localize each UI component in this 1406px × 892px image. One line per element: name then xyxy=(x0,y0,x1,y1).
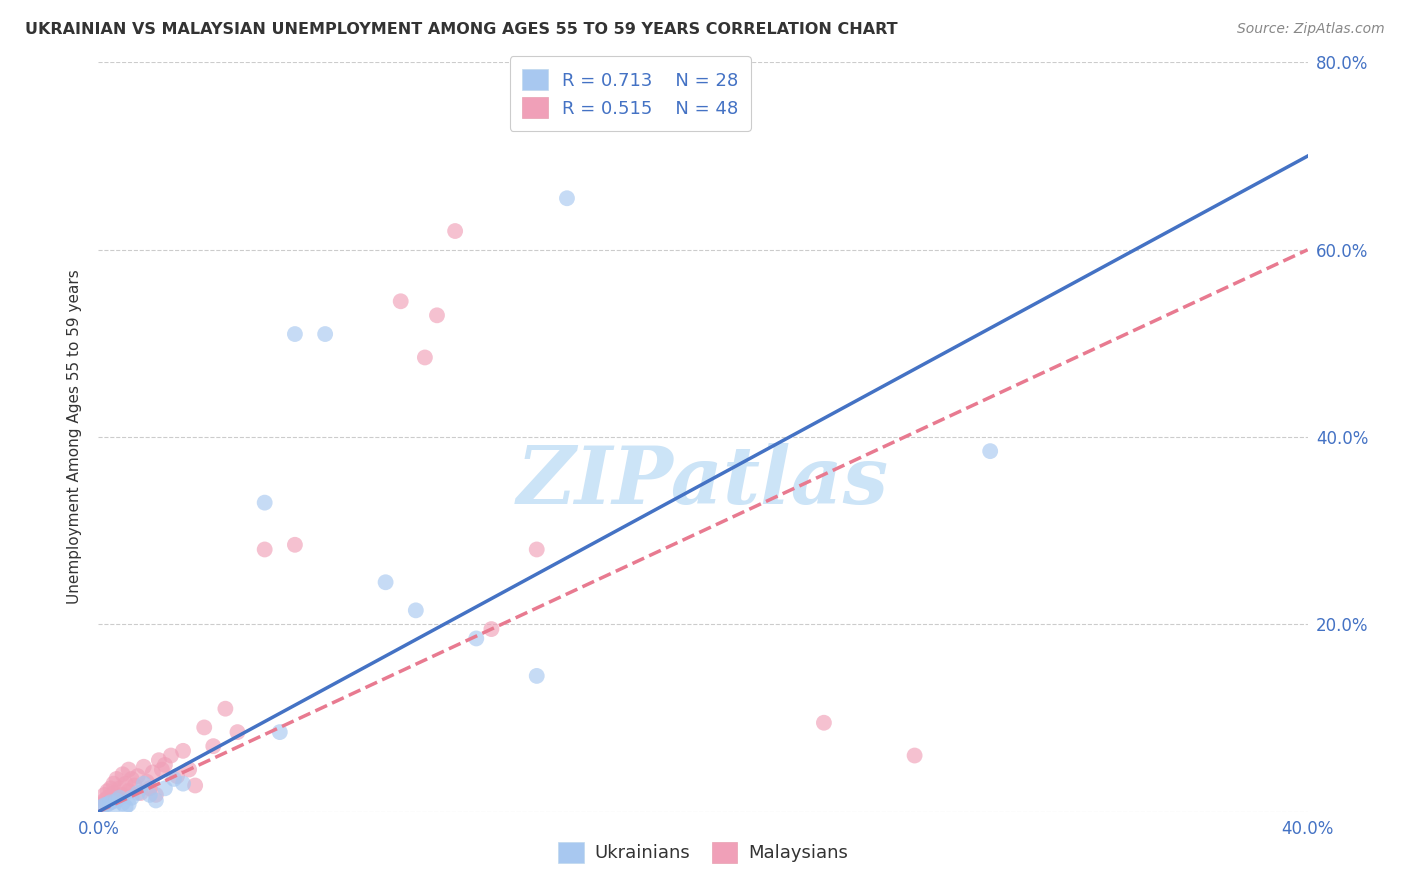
Point xyxy=(139,788,162,802)
Point xyxy=(526,542,548,557)
Point xyxy=(114,800,136,814)
Point xyxy=(93,793,115,807)
Point xyxy=(118,763,141,777)
Point xyxy=(145,793,167,807)
Point xyxy=(226,725,249,739)
Point xyxy=(111,788,134,802)
Point xyxy=(481,622,503,636)
Point xyxy=(202,739,225,753)
Point xyxy=(314,326,336,341)
Point xyxy=(413,351,436,365)
Point xyxy=(105,790,128,805)
Point xyxy=(253,542,276,557)
Point xyxy=(142,765,165,780)
Point xyxy=(132,776,155,791)
Point xyxy=(93,788,115,802)
Point xyxy=(105,793,128,807)
Point xyxy=(100,781,122,796)
Point xyxy=(389,294,412,309)
Point xyxy=(96,790,118,805)
Point xyxy=(150,763,173,777)
Point xyxy=(139,781,162,796)
Point xyxy=(172,776,194,791)
Point xyxy=(444,224,467,238)
Point xyxy=(163,772,186,786)
Point xyxy=(813,715,835,730)
Point xyxy=(121,790,143,805)
Point xyxy=(127,786,149,800)
Point xyxy=(166,769,188,783)
Point xyxy=(108,790,131,805)
Point xyxy=(979,444,1001,458)
Point xyxy=(114,776,136,791)
Point xyxy=(93,798,115,813)
Point xyxy=(121,772,143,786)
Point xyxy=(426,308,449,322)
Point xyxy=(179,763,201,777)
Point xyxy=(555,191,578,205)
Point xyxy=(100,796,122,810)
Text: UKRAINIAN VS MALAYSIAN UNEMPLOYMENT AMONG AGES 55 TO 59 YEARS CORRELATION CHART: UKRAINIAN VS MALAYSIAN UNEMPLOYMENT AMON… xyxy=(25,22,898,37)
Point xyxy=(124,779,146,793)
Point xyxy=(284,326,307,341)
Legend: Ukrainians, Malaysians: Ukrainians, Malaysians xyxy=(551,835,855,870)
Point xyxy=(135,774,157,789)
Point xyxy=(160,748,183,763)
Point xyxy=(96,784,118,798)
Point xyxy=(103,776,125,791)
Point xyxy=(127,769,149,783)
Point xyxy=(153,781,176,796)
Y-axis label: Unemployment Among Ages 55 to 59 years: Unemployment Among Ages 55 to 59 years xyxy=(67,269,83,605)
Point xyxy=(148,753,170,767)
Point xyxy=(153,758,176,772)
Point xyxy=(118,784,141,798)
Point xyxy=(108,781,131,796)
Point xyxy=(465,632,488,646)
Point xyxy=(193,721,215,735)
Point xyxy=(526,669,548,683)
Point xyxy=(103,786,125,800)
Point xyxy=(145,788,167,802)
Text: ZIPatlas: ZIPatlas xyxy=(517,443,889,521)
Point xyxy=(284,538,307,552)
Point xyxy=(100,796,122,810)
Point xyxy=(118,797,141,812)
Point xyxy=(405,603,427,617)
Point xyxy=(132,760,155,774)
Point xyxy=(172,744,194,758)
Point xyxy=(111,767,134,781)
Point xyxy=(129,786,152,800)
Point xyxy=(269,725,291,739)
Point xyxy=(214,701,236,715)
Point xyxy=(90,797,112,812)
Point xyxy=(96,797,118,812)
Point xyxy=(904,748,927,763)
Point xyxy=(111,797,134,811)
Point xyxy=(374,575,396,590)
Point xyxy=(90,800,112,814)
Point xyxy=(253,496,276,510)
Point xyxy=(105,772,128,786)
Point xyxy=(103,799,125,814)
Text: Source: ZipAtlas.com: Source: ZipAtlas.com xyxy=(1237,22,1385,37)
Point xyxy=(184,779,207,793)
